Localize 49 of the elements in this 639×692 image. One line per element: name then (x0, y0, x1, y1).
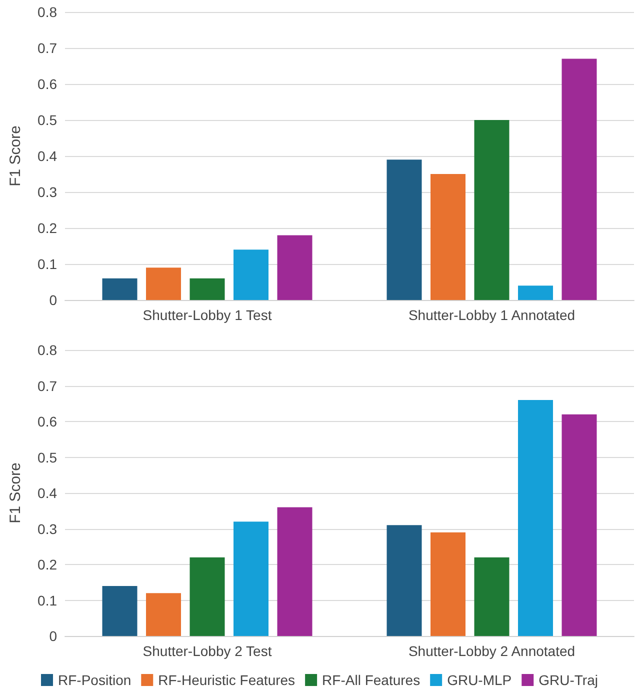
bar (234, 250, 268, 300)
y-tick-label: 0.2 (38, 556, 58, 572)
y-tick-label: 0.1 (38, 256, 58, 272)
y-tick-label: 0.8 (38, 342, 58, 358)
bar (562, 414, 597, 636)
legend-label: GRU-MLP (447, 672, 512, 688)
bar (430, 532, 466, 636)
y-axis-title: F1 Score (7, 126, 24, 186)
y-tick-label: 0.7 (38, 40, 58, 56)
x-tick-label: Shutter-Lobby 2 Test (142, 643, 272, 659)
bar (562, 58, 597, 300)
y-axis-title: F1 Score (7, 462, 24, 524)
bar (146, 268, 181, 300)
y-tick-label: 0.6 (38, 76, 58, 92)
x-tick-label: Shutter-Lobby 1 Annotated (408, 307, 576, 323)
bar (518, 400, 553, 636)
y-tick-label: 0.6 (38, 414, 58, 430)
bar (102, 278, 138, 300)
bar (386, 160, 422, 300)
y-tick-label: 0 (49, 628, 58, 644)
bar (474, 120, 510, 300)
y-tick-label: 0.7 (38, 378, 58, 394)
bar (277, 507, 312, 636)
y-tick-label: 0.4 (38, 485, 58, 501)
y-tick-label: 0.4 (38, 148, 58, 164)
y-tick-label: 0.2 (38, 220, 58, 236)
bar (277, 235, 312, 300)
y-tick-label: 0.5 (38, 112, 58, 128)
bar (102, 586, 138, 636)
y-tick-label: 0.5 (38, 449, 58, 466)
bar (234, 522, 268, 636)
bar (146, 593, 181, 636)
bar (386, 525, 422, 636)
x-tick-label: Shutter-Lobby 2 Annotated (408, 643, 576, 659)
y-tick-label: 0.3 (38, 520, 58, 537)
y-tick-label: 0 (49, 292, 58, 308)
legend-label: RF-Heuristic Features (158, 672, 296, 688)
y-tick-label: 0.1 (38, 592, 58, 608)
bar (474, 557, 510, 636)
bar (190, 278, 225, 300)
y-tick-label: 0.3 (38, 184, 58, 200)
x-tick-label: Shutter-Lobby 1 Test (142, 307, 272, 323)
bar (430, 174, 466, 300)
legend-label: RF-Position (58, 672, 132, 688)
legend-label: RF-All Features (322, 672, 420, 688)
bar (190, 557, 225, 636)
bar (518, 286, 553, 300)
legend-label: GRU-Traj (538, 672, 598, 688)
y-tick-label: 0.8 (38, 4, 58, 20)
